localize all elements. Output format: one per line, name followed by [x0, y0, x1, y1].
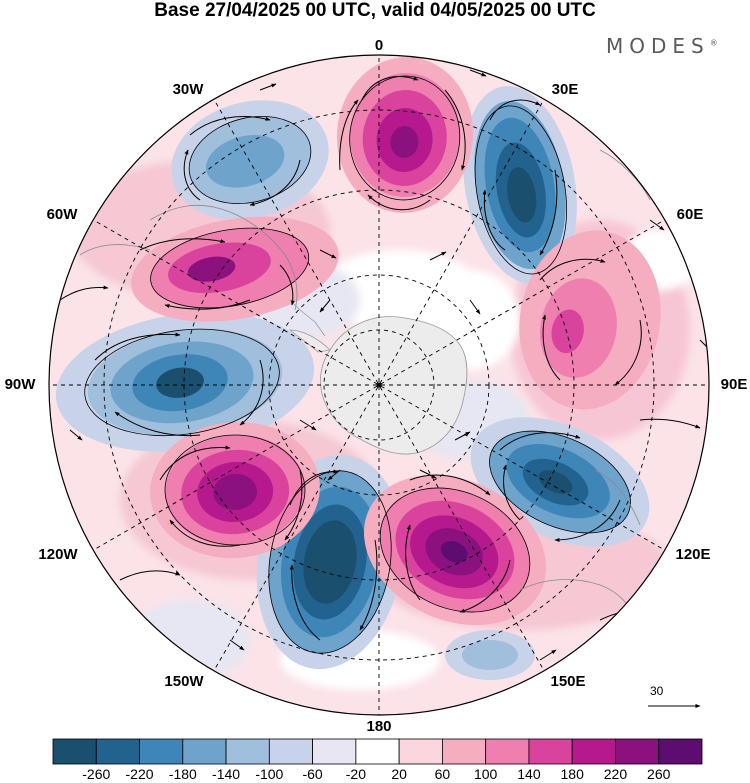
colorbar-tick-label: 180	[560, 766, 584, 782]
antarctica-landmass	[288, 299, 468, 455]
wind-vectors	[59, 69, 709, 661]
trough-150e	[445, 630, 535, 680]
graticule	[49, 55, 709, 715]
label-lon-60e: 60E	[676, 206, 704, 223]
map-title: Base 27/04/2025 00 UTC, valid 04/05/2025…	[154, 0, 596, 21]
colorbar-tick-label: -100	[255, 766, 284, 782]
south-pole-marker	[376, 382, 382, 388]
colorbar-swatch	[615, 738, 660, 765]
map-border-circle	[48, 54, 710, 716]
ridge-150e	[363, 474, 547, 626]
ridge-75e	[519, 230, 661, 410]
colorbar-tick-label: -20	[345, 766, 366, 782]
colorbar-swatch	[571, 738, 616, 765]
ridge-120w	[150, 421, 320, 559]
colorbar-swatch	[139, 738, 184, 765]
colorbar-tick-label: 140	[517, 766, 541, 782]
colorbar-tick-label: 220	[603, 766, 628, 782]
colorbar-tick-label: 260	[647, 766, 671, 782]
label-lon-120w: 120W	[38, 546, 78, 563]
colorbar-swatch	[485, 738, 530, 765]
label-lon-30e: 30E	[551, 81, 579, 98]
label-lon-30w: 30W	[172, 81, 204, 98]
label-lon-120e: 120E	[675, 546, 711, 563]
label-lon-180: 180	[366, 718, 392, 735]
colorbar	[52, 738, 703, 765]
colorbar-tick-label: -260	[82, 766, 111, 782]
colorbar-swatch	[225, 738, 270, 765]
colorbar-tick-label: 100	[473, 766, 498, 782]
colorbar-swatch	[355, 738, 400, 765]
reference-vector-label: 30	[650, 684, 664, 698]
label-lon-0: 0	[374, 37, 384, 54]
label-lon-90e: 90E	[720, 376, 748, 393]
colorbar-swatch	[52, 738, 97, 765]
trough-30w	[171, 100, 329, 220]
brand-text: MODES	[606, 34, 710, 58]
label-lon-150e: 150E	[550, 673, 586, 690]
colorbar-swatch	[528, 738, 573, 765]
colorbar-swatch	[398, 738, 443, 765]
colorbar-swatch	[441, 738, 487, 765]
anomaly-field	[49, 55, 709, 715]
colorbar-swatch	[95, 738, 140, 765]
registered-mark: ®	[709, 38, 718, 48]
ridge-0	[336, 57, 474, 213]
label-lon-90w: 90W	[4, 376, 36, 393]
label-lon-60w: 60W	[46, 206, 78, 223]
colorbar-tick-label: -140	[212, 766, 241, 782]
colorbar-tick-label: 60	[434, 766, 451, 782]
colorbar-swatch	[268, 738, 314, 765]
colorbar-tick-label: -220	[125, 766, 154, 782]
label-lon-150w: 150W	[164, 673, 204, 690]
colorbar-tick-label: 20	[391, 766, 407, 782]
modes-logo: MODES®	[606, 34, 718, 58]
colorbar-tick-label: -180	[168, 766, 197, 782]
colorbar-swatch	[182, 738, 227, 765]
colorbar-swatch	[312, 738, 357, 765]
colorbar-swatch	[658, 738, 703, 765]
colorbar-tick-label: -60	[302, 766, 323, 782]
